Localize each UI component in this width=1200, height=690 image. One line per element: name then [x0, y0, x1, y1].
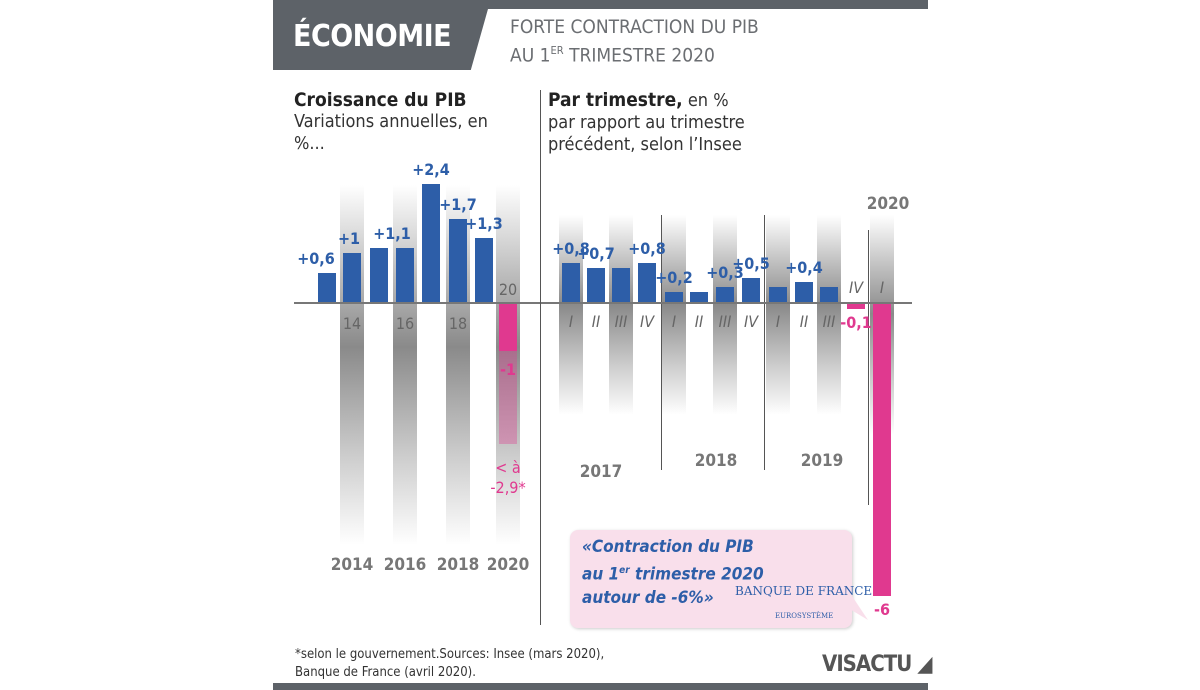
gridband-stripe: [340, 185, 364, 545]
quarter-chart-subtitle-2: précédent, selon l’Insee: [548, 134, 742, 155]
bar-quarter-I: [562, 262, 580, 302]
quarter-label: I: [879, 278, 885, 297]
annual-chart-subtitle: Variations annuelles, en %...: [294, 111, 488, 154]
tick-label: 14: [342, 314, 362, 333]
gridband-stripe: [609, 215, 633, 415]
bar-quarter-III: [820, 287, 838, 302]
value-label: +0,4: [785, 258, 823, 278]
bar-2019: [475, 238, 493, 302]
gridband-stripe: [559, 215, 583, 415]
bar-2016: [396, 248, 414, 302]
zero-axis: [294, 302, 912, 304]
value-label: +2,4: [412, 160, 450, 180]
section-tag-label: ÉCONOMIE: [293, 19, 452, 54]
bar-2013: [318, 272, 336, 302]
quarter-label: II: [694, 312, 704, 331]
value-label: +0,8: [628, 238, 666, 258]
quarter-label: II: [799, 312, 809, 331]
bar-quarter-II: [587, 267, 605, 302]
bar-2015: [370, 248, 388, 302]
value-label: +0,3: [706, 263, 744, 283]
tick-label: 20: [498, 280, 518, 299]
quarter-chart-heading: Par trimestre, en % par rapport au trime…: [548, 89, 745, 155]
bar-2020: [499, 302, 517, 351]
eurosysteme-label: EUROSYSTÈME: [775, 612, 834, 620]
value-label: +1,1: [373, 224, 411, 244]
gridband-stripe: [496, 185, 520, 545]
banque-de-france-logo: BANQUE DE FRANCE: [735, 584, 873, 598]
bar-quarter-I: [769, 287, 787, 302]
value-label: +0,2: [655, 268, 693, 288]
bar-quarter-IV: [638, 262, 656, 302]
quarter-label: III: [822, 312, 836, 331]
main-title: FORTE CONTRACTION DU PIB AU 1ER TRIMESTRE…: [510, 16, 759, 67]
quarter-label: I: [671, 312, 677, 331]
quarter-label: III: [718, 312, 732, 331]
quarter-label: I: [775, 312, 781, 331]
value-label: +0,6: [297, 248, 335, 268]
annual-chart-title: Croissance du PIB: [294, 89, 467, 111]
quarter-chart-subtitle: par rapport au trimestre: [548, 112, 745, 133]
value-label: +0,5: [732, 253, 770, 273]
quarter-label: IV: [848, 278, 864, 297]
quarter-chart-title: Par trimestre,: [548, 89, 683, 111]
year-divider: [661, 215, 662, 470]
year-label: 2018: [436, 555, 480, 575]
bar-2014: [343, 253, 361, 302]
header-bar: [273, 0, 928, 9]
value-label: +1,7: [439, 194, 477, 214]
range-label: < à: [495, 458, 521, 477]
quarter-label: IV: [743, 312, 759, 331]
quarter-label: II: [591, 312, 601, 331]
quarter-label: III: [614, 312, 628, 331]
year-label: 2017: [579, 462, 623, 482]
year-label: 2020: [866, 194, 910, 214]
range-bar-2020: [499, 351, 517, 445]
gridband-stripe: [766, 215, 790, 415]
gridband-stripe: [662, 215, 686, 415]
value-label: +1,3: [465, 214, 503, 234]
year-label: 2014: [330, 555, 374, 575]
bar-quarter-II: [795, 282, 813, 302]
footer-bar: [273, 683, 928, 690]
bar-quarter-IV: [847, 302, 865, 309]
year-label: 2018: [694, 451, 738, 471]
section-tag: ÉCONOMIE: [273, 9, 488, 70]
bar-quarter-I: [665, 292, 683, 302]
year-label: 2019: [800, 451, 844, 471]
year-divider: [764, 215, 765, 470]
visactu-logo: VISACTU ◢: [822, 652, 933, 677]
quote-callout: «Contraction du PIB au 1er trimestre 2020…: [570, 530, 852, 628]
bar-quarter-II: [690, 292, 708, 302]
value-label: -1: [500, 360, 516, 379]
visactu-mark-icon: ◢: [917, 652, 932, 677]
year-label: 2016: [383, 555, 427, 575]
year-divider: [868, 230, 869, 505]
footnote-sources: *selon le gouvernement.Sources: Insee (m…: [295, 647, 605, 680]
quarter-label: I: [568, 312, 574, 331]
bar-quarter-III: [716, 287, 734, 302]
annual-chart-heading: Croissance du PIB Variations annuelles, …: [294, 89, 504, 155]
bar-quarter-III: [612, 267, 630, 302]
bar-quarter-I: [873, 302, 891, 596]
year-label: 2020: [486, 555, 530, 575]
quarter-label: IV: [639, 312, 655, 331]
chart-divider: [540, 90, 541, 625]
gridband-stripe: [817, 215, 841, 415]
range-label: -2,9*: [490, 478, 526, 497]
value-label: +0,7: [577, 243, 615, 263]
value-label: +0,8: [552, 238, 590, 258]
bar-2017: [422, 184, 440, 302]
tick-label: 16: [395, 314, 415, 333]
gridband-stripe: [393, 185, 417, 545]
value-label: +1: [337, 229, 361, 248]
bar-quarter-IV: [742, 277, 760, 302]
bar-2018: [449, 218, 467, 302]
gridband-stripe: [713, 215, 737, 415]
value-label: -6: [874, 600, 890, 619]
value-label: -0,1: [840, 313, 872, 332]
tick-label: 18: [448, 314, 468, 333]
